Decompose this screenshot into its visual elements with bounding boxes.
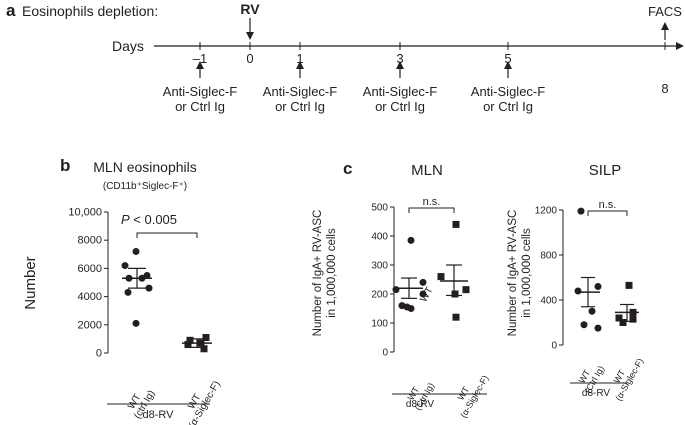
y-axis-label-line1: Number of IgA+ RV-ASC	[312, 210, 324, 337]
pvalue-annotation: P < 0.005	[121, 212, 177, 227]
treatment-label: or Ctrl Ig	[375, 99, 425, 114]
y-tick-label: 300	[371, 261, 388, 272]
data-point	[200, 345, 208, 353]
significance-bracket	[587, 210, 628, 216]
data-point	[594, 324, 602, 332]
data-point	[577, 207, 585, 215]
panel-b-letter: b	[60, 156, 70, 175]
readout-label: FACS	[648, 4, 682, 19]
y-tick-label: 400	[371, 232, 388, 243]
data-point	[625, 281, 633, 289]
timeline-axis-label: Days	[112, 38, 144, 54]
treatment-label: Anti-Siglec-F	[363, 84, 437, 99]
significance-label: n.s.	[423, 196, 441, 208]
chart-title: MLN eosinophils	[93, 159, 197, 175]
data-point	[588, 307, 596, 315]
treatment-label: or Ctrl Ig	[483, 99, 533, 114]
data-point	[132, 319, 140, 327]
data-point	[186, 336, 194, 344]
data-point	[121, 262, 129, 270]
treatment-markers: Anti-Siglec-F or Ctrl Ig Anti-Siglec-F o…	[163, 61, 545, 114]
data-point	[580, 321, 588, 329]
y-tick-label: 6000	[78, 263, 102, 275]
tick-label: –1	[193, 51, 207, 66]
bracket-label: d8-RV	[143, 409, 175, 421]
y-tick-label: 500	[371, 203, 388, 214]
chart-title: MLN	[411, 162, 443, 179]
data-point	[202, 333, 210, 341]
panel-c-letter: c	[343, 159, 352, 178]
panel-c-mln: c MLN Number of IgA+ RV-ASC in 1,000,000…	[312, 159, 491, 419]
y-tick-label: 800	[540, 251, 557, 262]
y-axis-label-line2: in 1,000,000 cells	[521, 228, 533, 318]
tick-label: 5	[504, 51, 511, 66]
y-tick-label: 2000	[78, 319, 102, 331]
plot-silp: 0 400 800 1200 n.s.	[535, 199, 639, 352]
treatment-label: Anti-Siglec-F	[471, 84, 545, 99]
data-point	[419, 290, 427, 298]
data-point	[145, 284, 153, 292]
treatment-label: or Ctrl Ig	[275, 99, 325, 114]
data-point	[392, 286, 400, 294]
significance-label: n.s.	[599, 199, 617, 211]
data-point	[452, 220, 460, 228]
y-tick-label: 400	[540, 296, 557, 307]
plot-mln: 0 100 200 300 400 500 n.s.	[371, 196, 470, 359]
bracket-label: d8-RV	[582, 388, 610, 399]
data-point	[403, 303, 411, 311]
data-point	[629, 315, 637, 323]
y-tick-label: 0	[96, 348, 102, 360]
data-point	[574, 287, 582, 295]
data-point	[124, 288, 132, 296]
y-tick-label: 8000	[78, 235, 102, 247]
y-tick-label: 200	[371, 290, 388, 301]
data-point	[407, 236, 415, 244]
infection-label: RV	[240, 1, 260, 17]
y-axis-label: Number	[22, 256, 39, 309]
treatment-label: or Ctrl Ig	[175, 99, 225, 114]
panel-c-silp: SILP Number of IgA+ RV-ASC in 1,000,000 …	[507, 162, 646, 402]
panel-b: b MLN eosinophils (CD11b⁺Siglec-F⁺) Numb…	[22, 156, 223, 425]
panel-a-letter: a	[6, 1, 16, 20]
data-point	[451, 290, 459, 298]
plot-b: 0 2000 4000 6000 8000 10,000	[68, 207, 212, 360]
y-tick-label: 1200	[535, 206, 558, 217]
data-point	[615, 314, 623, 322]
data-point	[594, 283, 602, 290]
significance-bracket	[136, 232, 198, 238]
data-point	[437, 273, 445, 281]
panel-a: a Eosinophils depletion: Days –1 0 1 3 5…	[6, 1, 684, 114]
panel-a-title: Eosinophils depletion:	[22, 3, 158, 19]
data-point	[132, 247, 140, 255]
y-tick-label: 4000	[78, 291, 102, 303]
tick-label: 3	[396, 51, 403, 66]
treatment-label: Anti-Siglec-F	[163, 84, 237, 99]
y-axis-label-line1: Number of IgA+ RV-ASC	[507, 210, 519, 337]
tick-label: 8	[661, 81, 668, 96]
bracket-label: d8-RV	[406, 399, 434, 410]
treatment-label: Anti-Siglec-F	[263, 84, 337, 99]
y-axis-label-line2: in 1,000,000 cells	[326, 228, 338, 318]
data-point	[619, 319, 627, 326]
y-tick-label: 100	[371, 319, 388, 330]
tick-label: 0	[246, 51, 253, 66]
y-axis-label: Number of IgA+ RV-ASC in 1,000,000 cells	[312, 210, 338, 337]
tick-label: 1	[296, 51, 303, 66]
y-tick-label: 0	[382, 348, 388, 359]
chart-title: SILP	[589, 162, 622, 179]
chart-subtitle: (CD11b⁺Siglec-F⁺)	[103, 181, 187, 192]
data-point	[452, 313, 460, 321]
y-tick-label: 10,000	[68, 207, 102, 219]
y-tick-label: 0	[551, 341, 557, 352]
data-point	[184, 341, 192, 349]
data-point	[419, 278, 427, 286]
data-point	[462, 286, 470, 294]
significance-bracket	[408, 207, 455, 213]
y-axis-label: Number of IgA+ RV-ASC in 1,000,000 cells	[507, 210, 533, 337]
